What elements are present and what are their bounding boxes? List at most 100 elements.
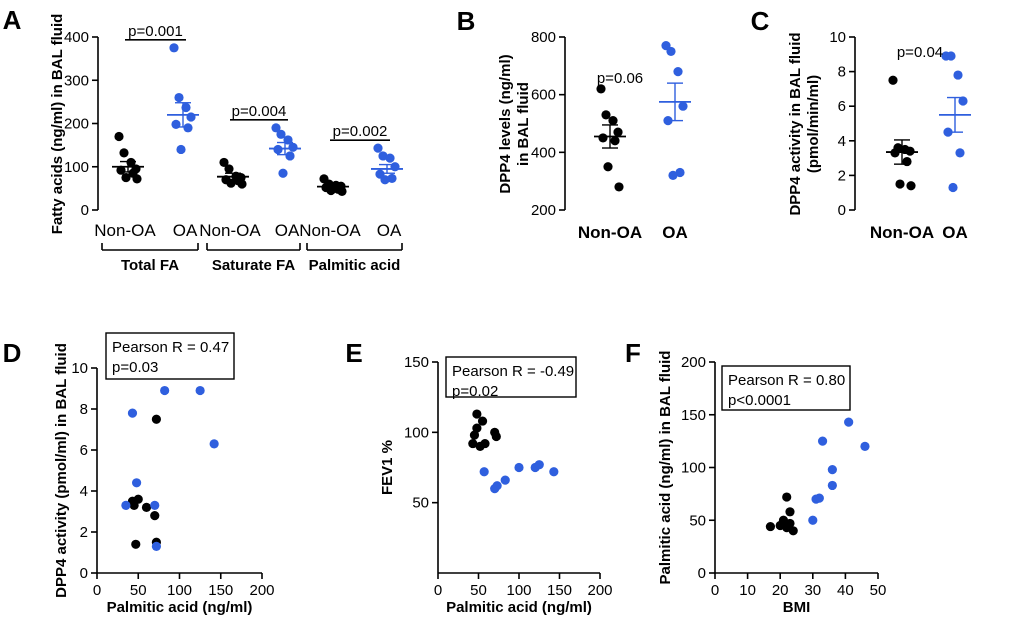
panel-b-oa-point: [678, 101, 688, 111]
panel-f-oa-point: [844, 417, 854, 427]
panel-a-group-label: Palmitic acid: [309, 257, 401, 274]
panel-a-y-tick-label: 100: [64, 159, 89, 176]
panel-c-y-tick-label: 6: [838, 98, 846, 115]
panel-label-c: C: [751, 6, 770, 36]
panel-a-group-label: Saturate FA: [212, 257, 296, 274]
panel-a-category-label: OA: [173, 221, 198, 240]
panel-e-x-tick-label: 200: [587, 582, 612, 599]
panel-f-x-axis-label: BMI: [783, 599, 811, 616]
panel-d-pearson-r: Pearson R = 0.47: [112, 339, 229, 356]
panel-c-category-label: Non-OA: [870, 223, 934, 242]
panel-a-oa-point: [186, 112, 196, 122]
panel-d-oa-point: [127, 408, 138, 418]
panel-e-oa-point: [500, 475, 510, 485]
panel-a-category-label: Non-OA: [199, 221, 261, 240]
panel-e-x-tick-label: 0: [434, 582, 442, 599]
panel-label-f: F: [625, 338, 641, 368]
panel-f-non-oa-point: [788, 526, 798, 536]
panel-e-non-oa-point: [491, 431, 501, 442]
panel-f-oa-point: [860, 441, 870, 451]
panel-e-x-axis-label: Palmitic acid (ng/ml): [446, 599, 592, 616]
panel-a-oa-point: [373, 143, 383, 153]
panel-a-p-value: p=0.002: [333, 123, 388, 140]
panel-f-y-tick-label: 150: [681, 407, 706, 424]
panel-a-p-value: p=0.004: [232, 103, 287, 120]
panel-a-oa-point: [271, 123, 281, 133]
panel-d-y-tick-label: 10: [71, 360, 88, 377]
panel-a-y-axis-label: Fatty acids (ng/ml) in BAL fluid: [49, 14, 66, 235]
panel-f-non-oa-point: [785, 518, 795, 529]
panel-f-oa-point: [827, 480, 837, 491]
panel-e-non-oa-point: [477, 416, 488, 426]
panel-f-y-tick-label: 0: [698, 565, 706, 582]
panel-d-oa-point: [132, 478, 142, 488]
panel-d-non-oa-point: [131, 539, 141, 549]
panel-e-y-axis-label: FEV1 %: [379, 440, 396, 495]
panel-d-annotation-box: [105, 332, 235, 380]
panel-b-category-label: OA: [662, 223, 688, 242]
panel-d-y-tick-label: 2: [80, 524, 88, 541]
panel-c-oa-point: [946, 51, 956, 61]
panel-c-y-tick-label: 8: [838, 64, 846, 81]
panel-f-oa-point: [808, 515, 818, 525]
panel-d-p-value: p=0.03: [112, 359, 158, 376]
panel-e-non-oa-point: [469, 430, 480, 440]
panel-b-non-oa-point: [603, 162, 613, 172]
panel-a-oa-point: [183, 123, 193, 133]
panel-a-non-oa-point: [226, 178, 236, 188]
panel-a-non-oa-point: [121, 172, 131, 183]
panel-c-y-axis-label: (pmol/min/ml): [805, 75, 822, 173]
panel-c-y-tick-label: 10: [829, 29, 846, 46]
panel-c-y-tick-label: 0: [838, 202, 846, 219]
panel-c-y-axis-label: DPP4 activity in BAL fluid: [787, 32, 804, 215]
panel-a-category-label: Non-OA: [299, 221, 361, 240]
panel-e-p-value: p=0.02: [452, 383, 498, 400]
panel-f-x-tick-label: 20: [772, 582, 789, 599]
panel-d-x-tick-label: 100: [167, 582, 192, 599]
panel-label-d: D: [3, 338, 22, 368]
panel-a-oa-point: [176, 144, 186, 155]
panel-e-oa-point: [534, 460, 544, 470]
panel-a-group-label: Total FA: [121, 257, 179, 274]
panel-d-y-tick-label: 4: [80, 483, 88, 500]
panel-e-non-oa-point: [472, 409, 482, 419]
panel-e-non-oa-point: [480, 438, 490, 449]
panel-b-non-oa-point: [596, 84, 606, 94]
panel-e-annotation-box: [445, 356, 577, 398]
panel-c-oa-point: [948, 182, 958, 193]
panel-c-non-oa-point: [895, 179, 905, 189]
panel-e-non-oa-point: [468, 438, 478, 449]
panel-c-oa-point: [955, 148, 965, 158]
panel-b-oa-point: [668, 170, 678, 180]
panel-e-y-tick-label: 100: [404, 424, 429, 441]
panel-d-oa-point: [121, 500, 131, 510]
panel-f-oa-point: [817, 436, 828, 446]
panel-c-y-tick-label: 2: [838, 167, 846, 184]
panel-label-b: B: [457, 6, 476, 36]
panel-c-non-oa-point: [906, 181, 916, 191]
panel-a-non-oa-point: [119, 148, 129, 158]
panel-c-category-label: OA: [942, 223, 968, 242]
panel-a-category-label: OA: [275, 221, 300, 240]
panel-d-oa-point: [150, 500, 160, 510]
panel-d-x-tick-label: 0: [93, 582, 101, 599]
panel-b-oa-point: [666, 46, 676, 57]
panel-e-y-tick-label: 50: [412, 495, 429, 512]
panel-a-oa-point: [288, 142, 298, 152]
panel-c-p-value: p=0.04: [897, 44, 943, 61]
panel-a-oa-point: [380, 175, 390, 185]
panel-a-y-tick-label: 200: [64, 116, 89, 133]
panel-b-non-oa-point: [608, 116, 618, 126]
panel-a-non-oa-point: [237, 179, 247, 189]
panel-a-oa-point: [387, 173, 397, 184]
panel-b-y-tick-label: 200: [531, 202, 556, 219]
panel-a-p-value: p=0.001: [128, 23, 183, 40]
panel-b-y-axis-label: DPP4 levels (ng/ml): [497, 54, 514, 193]
panel-c-oa-point: [958, 96, 968, 106]
panel-f-x-tick-label: 40: [837, 582, 854, 599]
panel-f-x-tick-label: 0: [711, 582, 719, 599]
panel-label-e: E: [345, 338, 362, 368]
panel-a-category-label: OA: [377, 221, 402, 240]
panel-d-y-tick-label: 0: [80, 565, 88, 582]
panel-a-category-label: Non-OA: [94, 221, 156, 240]
